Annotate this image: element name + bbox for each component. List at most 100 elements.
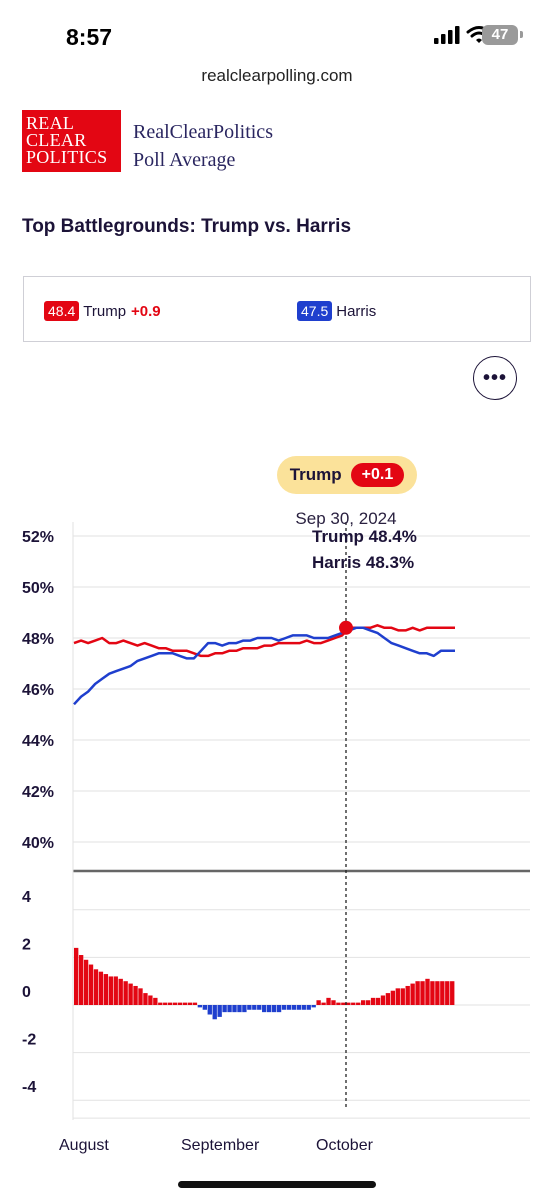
margin-bar [143,993,148,1005]
y-tick-label: 52% [22,529,54,546]
margin-bar [197,1005,203,1008]
y-tick-label: 40% [22,835,54,852]
y-tick-label: -4 [22,1079,36,1096]
y-tick-label: 42% [22,784,54,801]
margin-bar [153,997,158,1005]
margin-bar [242,1005,247,1013]
margin-bar [430,981,435,1005]
margin-bar [123,981,128,1005]
trump-summary: 48.4 Trump +0.9 [44,301,161,321]
margin-bar [301,1005,306,1010]
margin-bar [271,1005,277,1013]
lead-indicator: Trump +0.1 [277,456,417,494]
margin-bar [168,1002,173,1005]
margin-bar [326,997,331,1005]
margin-bar [222,1005,227,1013]
date-marker[interactable] [339,620,353,635]
margin-bar [163,1002,168,1005]
y-tick-label: 2 [22,936,31,953]
margin-bar [296,1005,302,1010]
margin-bar [351,1002,356,1005]
logo-line-1: REAL [26,113,75,133]
margin-bar [440,981,445,1005]
rcp-logo[interactable]: REAL CLEAR POLITICS [22,110,121,172]
battery-icon: 47 [482,25,518,45]
status-bar: 8:57 47 [0,0,554,60]
tooltip-harris: Harris 48.3% [312,553,414,572]
margin-bar [410,983,415,1005]
status-icons: 47 [378,24,523,50]
margin-bar [360,1000,366,1005]
margin-bar [276,1005,282,1013]
margin-bar [286,1005,292,1010]
more-options-button[interactable]: ••• [473,356,517,400]
margin-bar [177,1002,183,1005]
margin-bar [237,1005,242,1013]
margin-bar [395,988,400,1005]
margin-bar [311,1005,316,1008]
margin-bar [281,1005,287,1010]
y-tick-label: 44% [22,733,54,750]
margin-bar [405,985,410,1005]
clock: 8:57 [66,24,113,50]
y-tick-label: -2 [22,1032,36,1049]
margin-bar [331,1000,336,1005]
margin-bar [262,1005,267,1013]
margin-bar [113,976,118,1005]
harris-summary: 47.5 Harris [297,301,376,321]
margin-bar [316,1000,321,1005]
tooltip-trump: Trump 48.4% [312,527,417,546]
margin-bar [380,995,386,1005]
margin-bar [346,1002,351,1005]
harris-name: Harris [336,302,377,320]
margin-bar [78,955,84,1005]
margin-bar [172,1002,178,1005]
margin-bar [138,988,143,1005]
margin-bar [103,974,109,1005]
margin-bar [257,1005,262,1010]
margin-bar [133,985,138,1005]
trump-series-line[interactable] [73,624,455,658]
margin-bar [435,981,440,1005]
address-bar-url[interactable]: realclearpolling.com [201,66,353,85]
tooltip-date: Sep 30, 2024 [295,509,396,528]
x-axis-labels: August September October [59,1137,374,1154]
margin-bar [291,1005,297,1010]
y-tick-label: 50% [22,580,54,597]
poll-summary: 48.4 Trump +0.9 47.5 Harris [23,276,531,342]
logo-line-2: CLEAR [26,130,87,150]
margin-bar [217,1005,222,1017]
margin-bar [128,983,133,1005]
margin-bar [370,997,376,1005]
brand-line-1: RealClearPolitics [133,121,273,143]
margin-bar [390,990,396,1005]
line-chart-grid: 52% 50% 48% 46% 44% 42% 40% [22,529,530,852]
margin-bar [336,1002,341,1005]
cellular-signal-icon [434,26,460,44]
logo-line-3: POLITICS [26,147,108,167]
y-tick-label: 0 [22,984,31,1001]
margin-bar [400,988,405,1005]
margin-bar [108,976,113,1005]
margin-bar [445,981,450,1005]
harris-series-line[interactable] [73,626,455,706]
y-tick-label: 48% [22,631,54,648]
margin-bar [375,997,381,1005]
margin-bar [232,1005,237,1013]
x-axis-label: October [316,1137,374,1154]
x-axis-label: August [59,1137,109,1154]
y-tick-label: 46% [22,682,54,699]
page-title: Top Battlegrounds: Trump vs. Harris [22,216,352,237]
y-tick-label: 4 [22,889,31,906]
margin-bar [252,1005,257,1010]
margin-bar [266,1005,272,1013]
brand-name[interactable]: RealClearPolitics Poll Average [133,118,273,174]
ellipsis-icon: ••• [482,366,507,389]
lead-candidate: Trump [289,465,342,484]
margin-bar [192,1002,198,1005]
margin-bar [425,978,430,1005]
margin-bar [227,1005,232,1013]
trump-name: Trump [83,302,127,320]
margin-bar [88,964,94,1005]
poll-chart[interactable]: 52% 50% 48% 46% 44% 42% 40% 4 2 0 -2 -4 Sep 30, 20… [0,500,554,1180]
